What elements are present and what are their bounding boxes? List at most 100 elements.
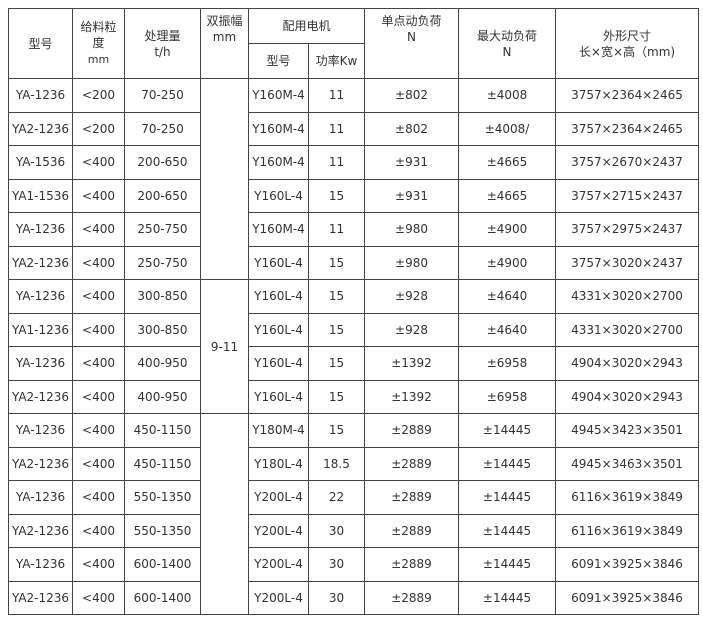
header-text: 单点动负荷 [381, 14, 442, 28]
cell-dimensions: 3757×2715×2437 [555, 178, 700, 213]
cell-model: YA2-1236 [8, 446, 73, 481]
header-unit: N [407, 30, 416, 44]
cell-model: YA2-1236 [8, 580, 73, 615]
cell-feed-size: <400 [72, 446, 125, 481]
cell-single-load: ±2889 [364, 580, 460, 615]
cell-motor-model: Y160M-4 [248, 111, 309, 146]
cell-single-load: ±2889 [364, 446, 460, 481]
cell-capacity: 450-1150 [124, 446, 201, 481]
cell-motor-model: Y200L-4 [248, 547, 309, 582]
cell-max-load: ±4900 [458, 245, 557, 280]
header-unit: t/h [154, 44, 171, 59]
table-row: YA2-1236 <400 450-1150 Y180L-4 18.5 ±2889 ±144… [8, 446, 700, 481]
cell-single-load: ±2889 [364, 547, 460, 582]
cell-capacity: 550-1350 [124, 480, 201, 515]
cell-capacity: 300-850 [124, 312, 201, 347]
cell-max-load: ±4008 [458, 78, 557, 113]
cell-dimensions: 3757×2364×2465 [555, 111, 700, 146]
header-text: 外形尺寸 [603, 28, 652, 43]
cell-motor-power: 30 [307, 580, 366, 615]
cell-feed-size: <400 [72, 145, 125, 180]
header-amplitude: 双振幅 mm [200, 8, 249, 79]
cell-dimensions: 6116×3619×3849 [555, 513, 700, 548]
cell-max-load: ±4640 [458, 312, 557, 347]
cell-capacity: 600-1400 [124, 547, 201, 582]
header-max-load: 最大动负荷 N [458, 8, 557, 79]
table-row: YA2-1236 <400 250-750 Y160L-4 15 ±980 ±4900 375… [8, 245, 700, 280]
cell-motor-model: Y180M-4 [248, 413, 309, 448]
cell-motor-model: Y160L-4 [248, 279, 309, 314]
header-motor-power: 功率Kw [307, 43, 366, 79]
cell-single-load: ±2889 [364, 480, 460, 515]
cell-single-load: ±1392 [364, 346, 460, 381]
cell-dimensions: 6091×3925×3846 [555, 547, 700, 582]
cell-model: YA2-1236 [8, 111, 73, 146]
table-row: YA-1536 <400 200-650 Y160M-4 11 ±931 ±4665 3757… [8, 145, 700, 180]
cell-feed-size: <400 [72, 580, 125, 615]
cell-feed-size: <400 [72, 312, 125, 347]
cell-motor-model: Y160M-4 [248, 145, 309, 180]
header-single-load: 单点动负荷 N [364, 8, 460, 79]
cell-amplitude: 9-11 [200, 279, 249, 414]
cell-capacity: 200-650 [124, 178, 201, 213]
cell-motor-power: 15 [307, 178, 366, 213]
cell-max-load: ±4665 [458, 178, 557, 213]
cell-feed-size: <400 [72, 379, 125, 414]
cell-capacity: 450-1150 [124, 413, 201, 448]
header-unit: mm [87, 53, 110, 66]
cell-model: YA2-1236 [8, 245, 73, 280]
cell-capacity: 250-750 [124, 245, 201, 280]
cell-single-load: ±802 [364, 111, 460, 146]
cell-motor-model: Y160L-4 [248, 346, 309, 381]
cell-motor-power: 18.5 [307, 446, 366, 481]
cell-feed-size: <200 [72, 78, 125, 113]
header-unit: mm [212, 30, 237, 44]
cell-motor-power: 15 [307, 279, 366, 314]
cell-feed-size: <400 [72, 547, 125, 582]
cell-motor-model: Y160M-4 [248, 212, 309, 247]
cell-motor-power: 30 [307, 513, 366, 548]
cell-model: YA-1236 [8, 78, 73, 113]
table-row: YA2-1236 <400 550-1350 Y200L-4 30 ±2889 ±14445… [8, 513, 700, 548]
cell-single-load: ±1392 [364, 379, 460, 414]
cell-model: YA-1236 [8, 413, 73, 448]
cell-motor-model: Y160L-4 [248, 178, 309, 213]
cell-dimensions: 3757×2670×2437 [555, 145, 700, 180]
cell-motor-model: Y180L-4 [248, 446, 309, 481]
cell-capacity: 400-950 [124, 346, 201, 381]
cell-dimensions: 4904×3020×2943 [555, 346, 700, 381]
cell-max-load: ±14445 [458, 446, 557, 481]
cell-motor-model: Y200L-4 [248, 580, 309, 615]
table-row: YA-1236 <200 70-250 Y160M-4 11 ±802 ±4008 3757×… [8, 78, 700, 280]
cell-dimensions: 4904×3020×2943 [555, 379, 700, 414]
cell-max-load: ±4008/ [458, 111, 557, 146]
header-capacity: 处理量 t/h [124, 8, 201, 79]
cell-motor-model: Y200L-4 [248, 513, 309, 548]
cell-feed-size: <400 [72, 245, 125, 280]
cell-capacity: 200-650 [124, 145, 201, 180]
cell-capacity: 70-250 [124, 111, 201, 146]
header-text: 度 [92, 36, 105, 50]
header-feed-size: 给料粒度 mm [72, 8, 125, 79]
table-row: YA-1236 <400 550-1350 Y200L-4 22 ±2889 ±14445 6… [8, 480, 700, 515]
cell-feed-size: <400 [72, 413, 125, 448]
cell-capacity: 70-250 [124, 78, 201, 113]
cell-model: YA-1236 [8, 279, 73, 314]
cell-motor-power: 30 [307, 547, 366, 582]
table-row: YA-1236 <400 300-850 9-11 Y160L-4 15 ±928 ±4640… [8, 279, 700, 414]
cell-capacity: 250-750 [124, 212, 201, 247]
header-text: 给料粒 [80, 20, 117, 34]
cell-motor-power: 22 [307, 480, 366, 515]
cell-motor-model: Y160M-4 [248, 78, 309, 113]
header-dimensions: 外形尺寸 长×宽×高（mm) [555, 8, 700, 79]
cell-dimensions: 6091×3925×3846 [555, 580, 700, 615]
cell-single-load: ±980 [364, 212, 460, 247]
cell-single-load: ±928 [364, 279, 460, 314]
header-text: 处理量 [144, 28, 181, 43]
cell-max-load: ±4900 [458, 212, 557, 247]
cell-feed-size: <400 [72, 480, 125, 515]
cell-dimensions: 4945×3463×3501 [555, 446, 700, 481]
cell-capacity: 400-950 [124, 379, 201, 414]
table-row: YA2-1236 <200 70-250 Y160M-4 11 ±802 ±4008/375… [8, 111, 700, 146]
cell-dimensions: 3757×3020×2437 [555, 245, 700, 280]
